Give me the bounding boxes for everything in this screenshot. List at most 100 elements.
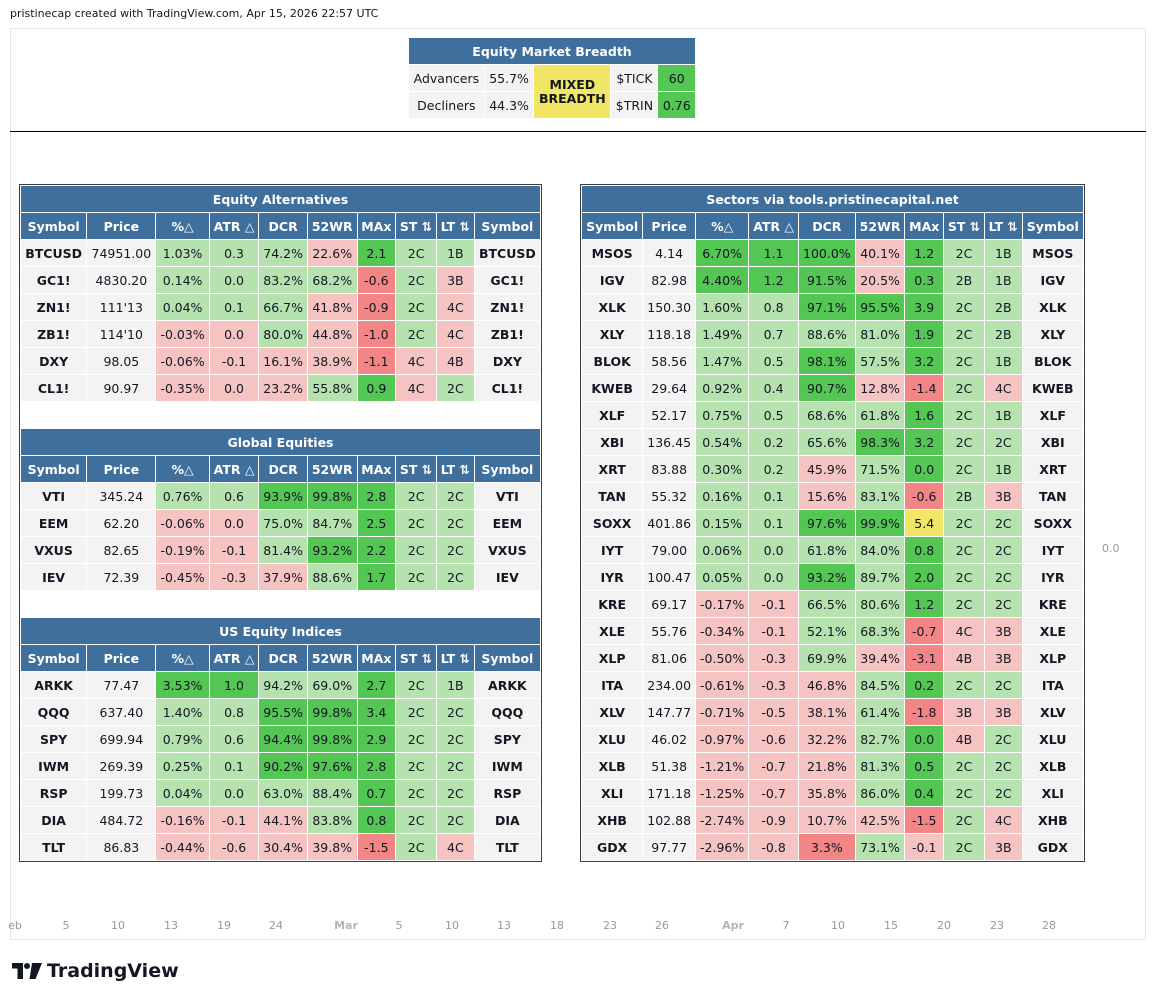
metric-cell: 2.8 — [356, 752, 397, 780]
column-header: DCR — [258, 455, 308, 483]
symbol-cell: GC1! — [19, 266, 88, 294]
price-cell: 52.17 — [642, 401, 697, 429]
metric-cell: 0.16% — [695, 482, 750, 510]
sectors-table: Sectors via tools.pristinecapital.net Sym… — [580, 185, 1085, 861]
table-row: KWEB 29.64 0.92% 0.4 90.7% 12.8% -1.4 2C 4C KWEB — [580, 374, 1085, 402]
section-title-row: Equity Alternatives — [20, 185, 541, 213]
metric-cell: -0.03% — [155, 320, 210, 348]
time-axis-tick: 20 — [937, 919, 951, 932]
metric-cell: -1.1 — [356, 347, 397, 375]
decliners-value: 44.3% — [483, 91, 535, 119]
metric-cell: 1.9 — [904, 320, 945, 348]
metric-cell: 0.0 — [748, 563, 799, 591]
breadth-table: Equity Market Breadth Advancers 55.7% MI… — [408, 37, 696, 119]
column-header: Symbol — [1021, 212, 1085, 240]
symbol-cell: XLK — [580, 293, 644, 321]
metric-cell: 2.0 — [904, 563, 945, 591]
price-cell: 171.18 — [642, 779, 697, 807]
table-row: ZN1! 111'13 0.04% 0.1 66.7% 41.8% -0.9 2C 4C ZN1! — [19, 293, 542, 321]
table-row: GDX 97.77 -2.96% -0.8 3.3% 73.1% -0.1 2C 3B GDX — [580, 833, 1085, 861]
metric-cell: 3B — [983, 833, 1023, 861]
metric-cell: 2C — [943, 563, 985, 591]
column-header: Symbol — [19, 212, 88, 240]
table-row: XLB 51.38 -1.21% -0.7 21.8% 81.3% 0.5 2C 2C XLB — [580, 752, 1085, 780]
metric-cell: 0.4 — [748, 374, 799, 402]
symbol-cell: IEV — [19, 563, 88, 591]
trin-value: 0.76 — [657, 91, 696, 119]
metric-cell: 2.5 — [356, 509, 397, 537]
time-axis-tick: 13 — [497, 919, 511, 932]
symbol-cell: SPY — [19, 725, 88, 753]
metric-cell: 84.5% — [854, 671, 906, 699]
metric-cell: 0.5 — [748, 347, 799, 375]
price-cell: 199.73 — [86, 779, 157, 807]
symbol-cell: MSOS — [580, 239, 644, 267]
table-row: RSP 199.73 0.04% 0.0 63.0% 88.4% 0.7 2C 2C RSP — [19, 779, 542, 807]
symbol-cell: XLE — [580, 617, 644, 645]
metric-cell: 0.1 — [208, 752, 260, 780]
metric-cell: 40.1% — [854, 239, 906, 267]
symbol-cell-right: XLU — [1021, 725, 1085, 753]
price-cell: 46.02 — [642, 725, 697, 753]
price-cell: 234.00 — [642, 671, 697, 699]
time-axis-tick: 28 — [1042, 919, 1056, 932]
table-row: IGV 82.98 4.40% 1.2 91.5% 20.5% 0.3 2B 1B IGV — [580, 266, 1085, 294]
metric-cell: -0.1 — [748, 617, 799, 645]
metric-cell: 69.9% — [797, 644, 856, 672]
price-cell: 77.47 — [86, 671, 157, 699]
time-axis-tick: Mar — [334, 919, 358, 932]
time-axis-tick: Apr — [722, 919, 744, 932]
symbol-cell-right: VXUS — [473, 536, 542, 564]
table-row: XLK 150.30 1.60% 0.8 97.1% 95.5% 3.9 2C 2B XLK — [580, 293, 1085, 321]
pane-separator[interactable] — [10, 131, 1146, 132]
metric-cell: 0.0 — [208, 320, 260, 348]
price-cell: 102.88 — [642, 806, 697, 834]
column-header: LT ⇅ — [436, 212, 475, 240]
column-header: %△ — [155, 644, 210, 672]
column-header: ATR △ — [208, 455, 260, 483]
metric-cell: -0.8 — [748, 833, 799, 861]
metric-cell: 2C — [943, 671, 985, 699]
time-axis-tick: eb — [8, 919, 22, 932]
metric-cell: 1B — [983, 455, 1023, 483]
metric-cell: 4C — [436, 293, 475, 321]
metric-cell: 3.9 — [904, 293, 945, 321]
symbol-cell-right: ITA — [1021, 671, 1085, 699]
metric-cell: 0.7 — [748, 320, 799, 348]
symbol-cell: KRE — [580, 590, 644, 618]
metric-cell: 61.4% — [854, 698, 906, 726]
time-axis-tick: 10 — [445, 919, 459, 932]
table-row: EEM 62.20 -0.06% 0.0 75.0% 84.7% 2.5 2C 2C EEM — [19, 509, 542, 537]
metric-cell: 2C — [436, 482, 475, 510]
symbol-cell-right: DIA — [473, 806, 542, 834]
metric-cell: 98.3% — [854, 428, 906, 456]
metric-cell: 3B — [983, 482, 1023, 510]
tradingview-logo[interactable]: TradingView — [12, 960, 179, 982]
section-title-row: Global Equities — [20, 428, 541, 456]
price-cell: 79.00 — [642, 536, 697, 564]
metric-cell: 10.7% — [797, 806, 856, 834]
metric-cell: 32.2% — [797, 725, 856, 753]
column-header: LT ⇅ — [436, 455, 475, 483]
metric-cell: 1.03% — [155, 239, 210, 267]
metric-cell: 0.05% — [695, 563, 750, 591]
symbol-cell: XLP — [580, 644, 644, 672]
symbol-cell-right: XHB — [1021, 806, 1085, 834]
symbol-cell-right: IYR — [1021, 563, 1085, 591]
table-row: BLOK 58.56 1.47% 0.5 98.1% 57.5% 3.2 2C 1B BLOK — [580, 347, 1085, 375]
metric-cell: 2C — [943, 293, 985, 321]
table-row: ITA 234.00 -0.61% -0.3 46.8% 84.5% 0.2 2C 2C ITA — [580, 671, 1085, 699]
symbol-cell-right: ARKK — [473, 671, 542, 699]
symbol-cell: ZB1! — [19, 320, 88, 348]
symbol-cell: VTI — [19, 482, 88, 510]
metric-cell: 2C — [395, 725, 438, 753]
column-header: Symbol — [580, 212, 644, 240]
price-cell: 150.30 — [642, 293, 697, 321]
metric-cell: 4B — [943, 644, 985, 672]
metric-cell: 80.6% — [854, 590, 906, 618]
table-row: XLI 171.18 -1.25% -0.7 35.8% 86.0% 0.4 2C 2C XLI — [580, 779, 1085, 807]
metric-cell: -0.1 — [208, 536, 260, 564]
metric-cell: 66.5% — [797, 590, 856, 618]
symbol-cell-right: SOXX — [1021, 509, 1085, 537]
metric-cell: 2C — [983, 563, 1023, 591]
